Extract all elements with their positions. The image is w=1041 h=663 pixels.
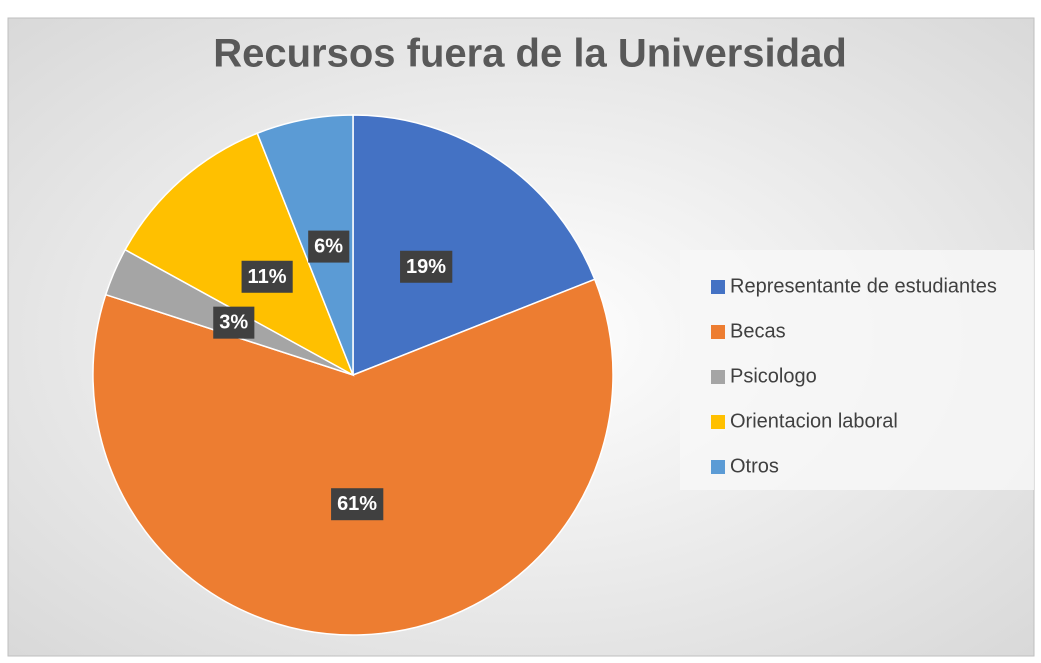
legend-label: Psicologo (730, 365, 817, 387)
legend-swatch (711, 370, 725, 384)
legend-label: Otros (730, 455, 779, 477)
data-label-box (331, 488, 384, 521)
legend-label: Becas (730, 320, 786, 342)
legend-box (680, 250, 1034, 490)
data-label-box (308, 230, 350, 263)
legend-swatch (711, 325, 725, 339)
legend-swatch (711, 415, 725, 429)
pie-slice (256, 114, 354, 376)
data-label-box (213, 306, 255, 339)
pie-slice (352, 114, 596, 377)
data-label: 11% (248, 266, 287, 288)
pie-slice (92, 278, 614, 636)
data-label: 61% (337, 493, 377, 515)
data-label: 6% (314, 236, 343, 258)
legend-swatch (711, 280, 725, 294)
data-label-box (241, 260, 293, 293)
legend-label: Representante de estudiantes (730, 275, 997, 297)
legend-swatch (711, 460, 725, 474)
chart-title: Recursos fuera de la Universidad (213, 32, 847, 76)
data-label: 3% (219, 312, 248, 334)
data-label-box (400, 250, 453, 283)
pie-slice (124, 132, 355, 377)
data-label: 19% (406, 256, 446, 278)
legend-label: Orientacion laboral (730, 410, 898, 432)
